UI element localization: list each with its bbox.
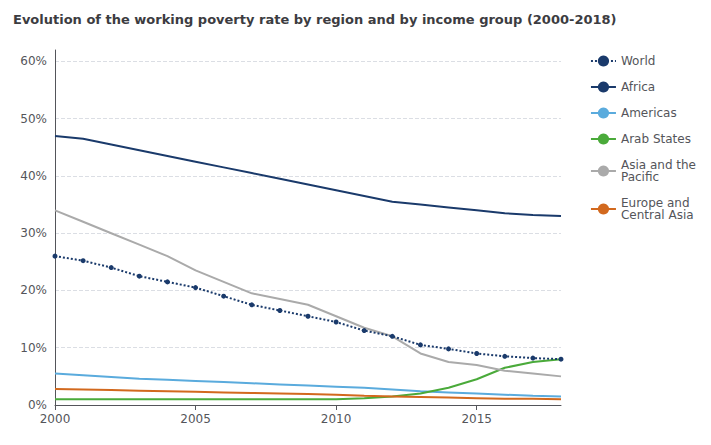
svg-text:0%: 0% <box>28 398 47 412</box>
svg-text:Americas: Americas <box>621 106 677 120</box>
svg-text:2000: 2000 <box>40 412 71 426</box>
svg-text:World: World <box>621 54 655 68</box>
svg-text:Central Asia: Central Asia <box>621 208 694 222</box>
svg-text:50%: 50% <box>20 112 47 126</box>
svg-text:Europe and: Europe and <box>621 196 690 210</box>
svg-text:30%: 30% <box>20 226 47 240</box>
svg-text:40%: 40% <box>20 169 47 183</box>
svg-text:10%: 10% <box>20 341 47 355</box>
svg-text:60%: 60% <box>20 54 47 68</box>
svg-text:2005: 2005 <box>180 412 211 426</box>
svg-text:Africa: Africa <box>621 80 655 94</box>
svg-text:Pacific: Pacific <box>621 170 659 184</box>
svg-text:Asia and the: Asia and the <box>621 158 696 172</box>
svg-text:Evolution of the working pover: Evolution of the working poverty rate by… <box>13 12 617 27</box>
svg-text:20%: 20% <box>20 283 47 297</box>
svg-text:2015: 2015 <box>461 412 492 426</box>
svg-text:Arab States: Arab States <box>621 132 691 146</box>
svg-text:2010: 2010 <box>321 412 352 426</box>
